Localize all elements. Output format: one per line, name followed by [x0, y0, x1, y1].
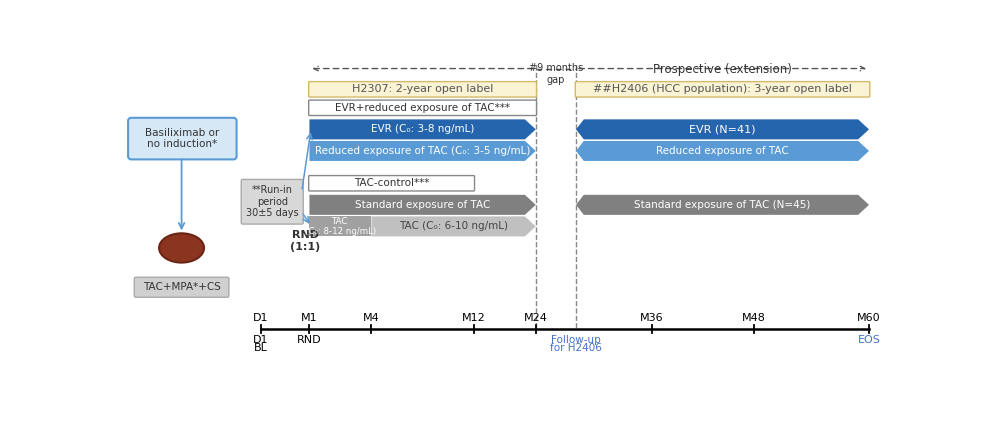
Text: TAC
(C₀: 8-12 ng/mL): TAC (C₀: 8-12 ng/mL)	[305, 217, 376, 236]
Text: M48: M48	[742, 313, 766, 322]
Text: Basiliximab or
no induction*: Basiliximab or no induction*	[145, 128, 219, 149]
Polygon shape	[371, 216, 536, 236]
Text: RND
(1:1): RND (1:1)	[290, 230, 321, 252]
FancyBboxPatch shape	[134, 277, 229, 297]
Text: TAC+MPA*+CS: TAC+MPA*+CS	[143, 282, 221, 292]
Text: D1: D1	[253, 313, 268, 322]
FancyBboxPatch shape	[241, 179, 303, 224]
Text: Follow-up: Follow-up	[551, 335, 601, 345]
Polygon shape	[576, 141, 869, 161]
FancyBboxPatch shape	[128, 118, 237, 160]
Polygon shape	[309, 216, 371, 236]
Text: ##H2406 (HCC population): 3-year open label: ##H2406 (HCC population): 3-year open la…	[593, 84, 852, 94]
Text: EVR+reduced exposure of TAC***: EVR+reduced exposure of TAC***	[335, 103, 510, 113]
Ellipse shape	[159, 233, 204, 263]
Text: M1: M1	[301, 313, 318, 322]
Polygon shape	[576, 120, 869, 139]
Text: TAC (C₀: 6-10 ng/mL): TAC (C₀: 6-10 ng/mL)	[399, 221, 508, 231]
Text: H2307: 2-year open label: H2307: 2-year open label	[352, 84, 493, 94]
Text: D1: D1	[253, 335, 268, 345]
Polygon shape	[309, 120, 536, 139]
Polygon shape	[309, 141, 536, 161]
Text: Standard exposure of TAC (N=45): Standard exposure of TAC (N=45)	[634, 200, 811, 210]
FancyBboxPatch shape	[309, 175, 475, 191]
Text: **Run-in
period
30±5 days: **Run-in period 30±5 days	[246, 185, 299, 218]
Text: Prospective (extension): Prospective (extension)	[653, 63, 792, 76]
Text: EVR (N=41): EVR (N=41)	[689, 124, 756, 134]
Text: M36: M36	[640, 313, 664, 322]
Text: EOS: EOS	[858, 335, 880, 345]
Text: Standard exposure of TAC: Standard exposure of TAC	[355, 200, 490, 210]
Text: for H2406: for H2406	[550, 344, 602, 353]
Text: M60: M60	[857, 313, 881, 322]
Text: Reduced exposure of TAC (C₀: 3-5 ng/mL): Reduced exposure of TAC (C₀: 3-5 ng/mL)	[315, 146, 530, 156]
Text: RND: RND	[297, 335, 322, 345]
Polygon shape	[309, 195, 536, 215]
Text: #9 months
gap: #9 months gap	[529, 63, 583, 85]
Text: BL: BL	[254, 343, 268, 353]
Text: TAC-control***: TAC-control***	[354, 178, 429, 188]
Text: Reduced exposure of TAC: Reduced exposure of TAC	[656, 146, 789, 156]
Text: M24: M24	[524, 313, 548, 322]
FancyBboxPatch shape	[575, 82, 870, 97]
FancyBboxPatch shape	[309, 82, 537, 97]
Text: M4: M4	[363, 313, 380, 322]
Text: EVR (C₀: 3-8 ng/mL): EVR (C₀: 3-8 ng/mL)	[371, 124, 474, 134]
Text: M12: M12	[462, 313, 486, 322]
FancyBboxPatch shape	[309, 100, 537, 116]
Polygon shape	[576, 195, 869, 215]
